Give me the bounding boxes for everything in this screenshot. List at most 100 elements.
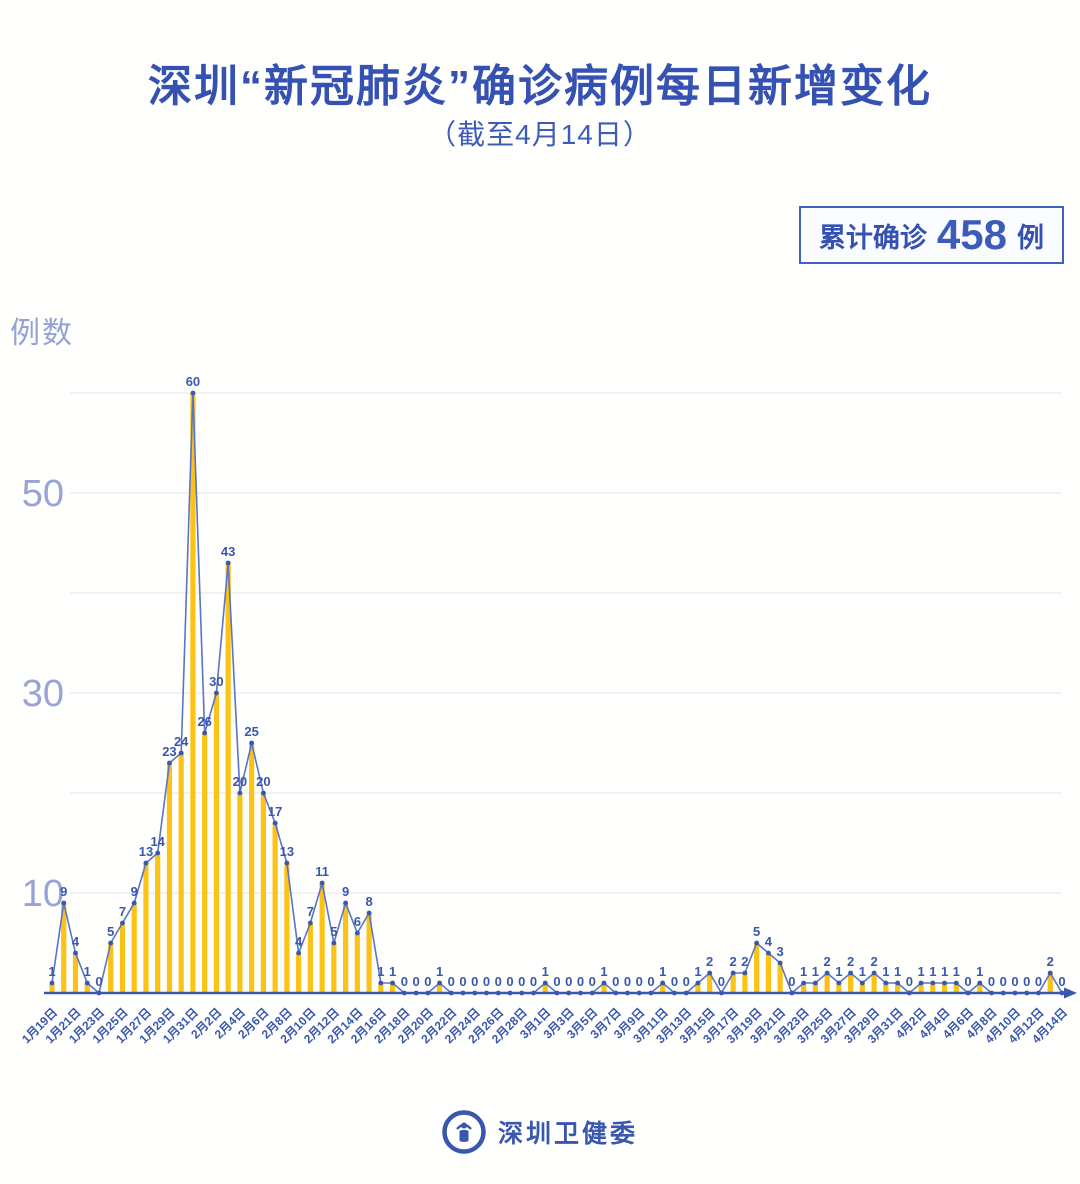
bar <box>296 953 302 993</box>
value-label: 0 <box>612 974 619 989</box>
data-point <box>765 950 771 956</box>
bar <box>801 983 807 993</box>
value-label: 0 <box>589 974 596 989</box>
value-label: 8 <box>365 894 372 909</box>
bar <box>930 983 936 993</box>
data-point <box>437 980 442 986</box>
bar <box>354 933 360 993</box>
value-label: 26 <box>197 714 211 729</box>
value-label: 5 <box>107 924 114 939</box>
value-label: 6 <box>354 914 361 929</box>
bar <box>695 983 701 993</box>
data-point <box>1012 990 1018 996</box>
data-point <box>378 980 384 986</box>
data-point <box>519 990 525 996</box>
bar <box>49 983 55 993</box>
bar <box>812 983 818 993</box>
data-point <box>202 730 208 736</box>
data-point <box>49 980 55 986</box>
value-label: 1 <box>48 964 55 979</box>
footer-brand-text: 深圳卫健委 <box>497 1120 638 1148</box>
bar <box>836 983 842 993</box>
bar <box>730 973 736 993</box>
data-point <box>143 860 149 866</box>
bar <box>941 983 948 993</box>
value-label: 4 <box>295 934 303 949</box>
data-point <box>61 900 67 906</box>
value-label: 1 <box>600 964 607 979</box>
data-point <box>531 990 536 996</box>
value-label: 5 <box>753 924 760 939</box>
value-label: 1 <box>941 964 948 979</box>
data-point <box>942 980 947 986</box>
data-point <box>1047 970 1053 976</box>
value-label: 43 <box>221 544 235 559</box>
y-axis-label: 例数 <box>10 317 74 350</box>
value-label: 13 <box>280 844 294 859</box>
data-point <box>225 560 231 566</box>
data-point <box>589 990 595 996</box>
value-label: 0 <box>530 974 537 989</box>
data-point <box>918 980 924 986</box>
data-point <box>895 980 900 986</box>
value-label: 0 <box>1035 974 1042 989</box>
value-label: 20 <box>256 774 270 789</box>
value-label: 0 <box>401 974 408 989</box>
data-point <box>554 990 560 996</box>
bar <box>883 983 889 993</box>
page-title: 深圳“新冠肺炎”确诊病例每日新增变化 <box>148 62 932 111</box>
value-label: 0 <box>683 974 690 989</box>
data-point <box>284 860 290 866</box>
bar <box>202 733 208 993</box>
value-label: 0 <box>906 974 913 989</box>
value-label: 9 <box>60 884 67 899</box>
data-point <box>249 740 255 746</box>
value-label: 0 <box>553 974 560 989</box>
data-point <box>495 990 501 996</box>
bar <box>436 983 443 993</box>
data-point <box>214 690 219 696</box>
value-label: 0 <box>624 974 631 989</box>
value-label: 7 <box>119 904 126 919</box>
value-label: 0 <box>964 974 971 989</box>
data-point <box>155 850 161 856</box>
data-point <box>965 990 971 996</box>
value-label: 4 <box>72 934 80 949</box>
bar <box>859 983 865 993</box>
data-point <box>742 970 748 976</box>
bar <box>894 983 901 993</box>
badge-total-value: 458 <box>936 211 1007 258</box>
bar <box>389 983 396 993</box>
data-point <box>96 990 102 996</box>
data-point <box>707 970 713 976</box>
value-label: 2 <box>823 954 830 969</box>
value-label: 1 <box>436 964 443 979</box>
bar <box>272 823 278 993</box>
value-label: 0 <box>636 974 643 989</box>
value-label: 1 <box>377 964 384 979</box>
value-label: 20 <box>233 774 247 789</box>
data-point <box>354 930 360 936</box>
value-label: 1 <box>859 964 866 979</box>
bar <box>143 863 149 993</box>
value-label: 1 <box>929 964 936 979</box>
data-point <box>120 920 125 926</box>
value-label: 0 <box>988 974 995 989</box>
value-label: 1 <box>84 964 91 979</box>
value-label: 0 <box>577 974 584 989</box>
value-label: 0 <box>788 974 795 989</box>
value-label: 2 <box>870 954 877 969</box>
bar <box>225 563 231 993</box>
data-point <box>789 990 795 996</box>
value-label: 2 <box>847 954 854 969</box>
bar <box>707 973 713 993</box>
value-label: 0 <box>1000 974 1007 989</box>
value-label: 23 <box>162 744 176 759</box>
bar <box>166 763 173 993</box>
value-label: 0 <box>483 974 490 989</box>
bar <box>1047 973 1053 993</box>
value-label: 2 <box>741 954 748 969</box>
data-point <box>601 980 607 986</box>
data-point <box>613 990 619 996</box>
page-subtitle: （截至4月14日） <box>428 119 652 150</box>
